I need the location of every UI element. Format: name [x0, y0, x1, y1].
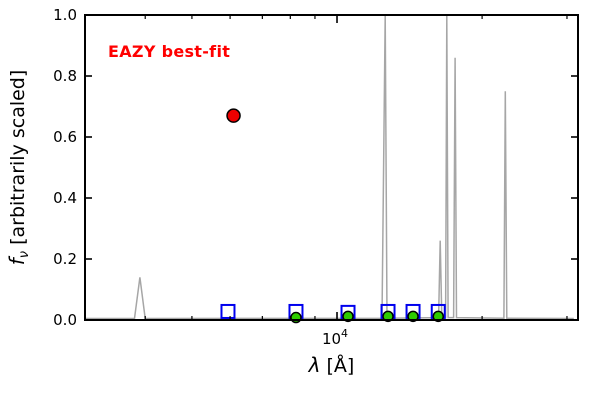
observed-flux-marker — [342, 310, 354, 323]
axes-frame — [84, 14, 579, 321]
y-tick-label: 0.6 — [53, 128, 77, 146]
y-tick-label: 0.4 — [53, 189, 77, 207]
y-axis-label: fν [arbitrarily scaled] — [5, 70, 32, 266]
y-tick-label: 0.0 — [53, 311, 77, 329]
x-axis-label: λ [Å] — [308, 353, 355, 377]
observed-flux-marker — [226, 108, 241, 123]
observed-flux-marker — [382, 310, 394, 323]
y-tick-label: 0.2 — [53, 250, 77, 268]
y-tick-label: 0.8 — [53, 67, 77, 85]
best-fit-annotation: EAZY best-fit — [108, 42, 231, 61]
observed-flux-marker — [432, 310, 445, 323]
observed-flux-marker — [290, 311, 302, 324]
x-tick-label: 104 — [322, 327, 348, 348]
observed-flux-marker — [407, 310, 419, 323]
y-tick-label: 1.0 — [53, 6, 77, 24]
template-flux-marker — [220, 303, 236, 319]
